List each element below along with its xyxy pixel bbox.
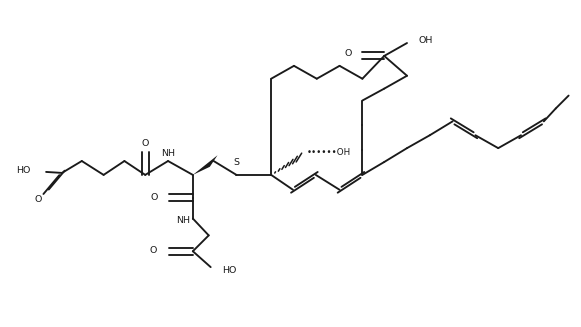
- Text: HO: HO: [223, 266, 237, 275]
- Text: NH: NH: [176, 216, 190, 225]
- Text: O: O: [344, 49, 352, 59]
- Text: NH: NH: [161, 148, 175, 158]
- Text: HO: HO: [16, 166, 30, 176]
- Text: O: O: [34, 195, 42, 204]
- Text: O: O: [150, 193, 158, 202]
- Polygon shape: [193, 155, 217, 175]
- Text: OH: OH: [419, 36, 433, 44]
- Text: ••••••OH: ••••••OH: [307, 147, 351, 157]
- Text: O: O: [150, 246, 157, 255]
- Text: O: O: [142, 139, 149, 148]
- Text: S: S: [234, 158, 239, 167]
